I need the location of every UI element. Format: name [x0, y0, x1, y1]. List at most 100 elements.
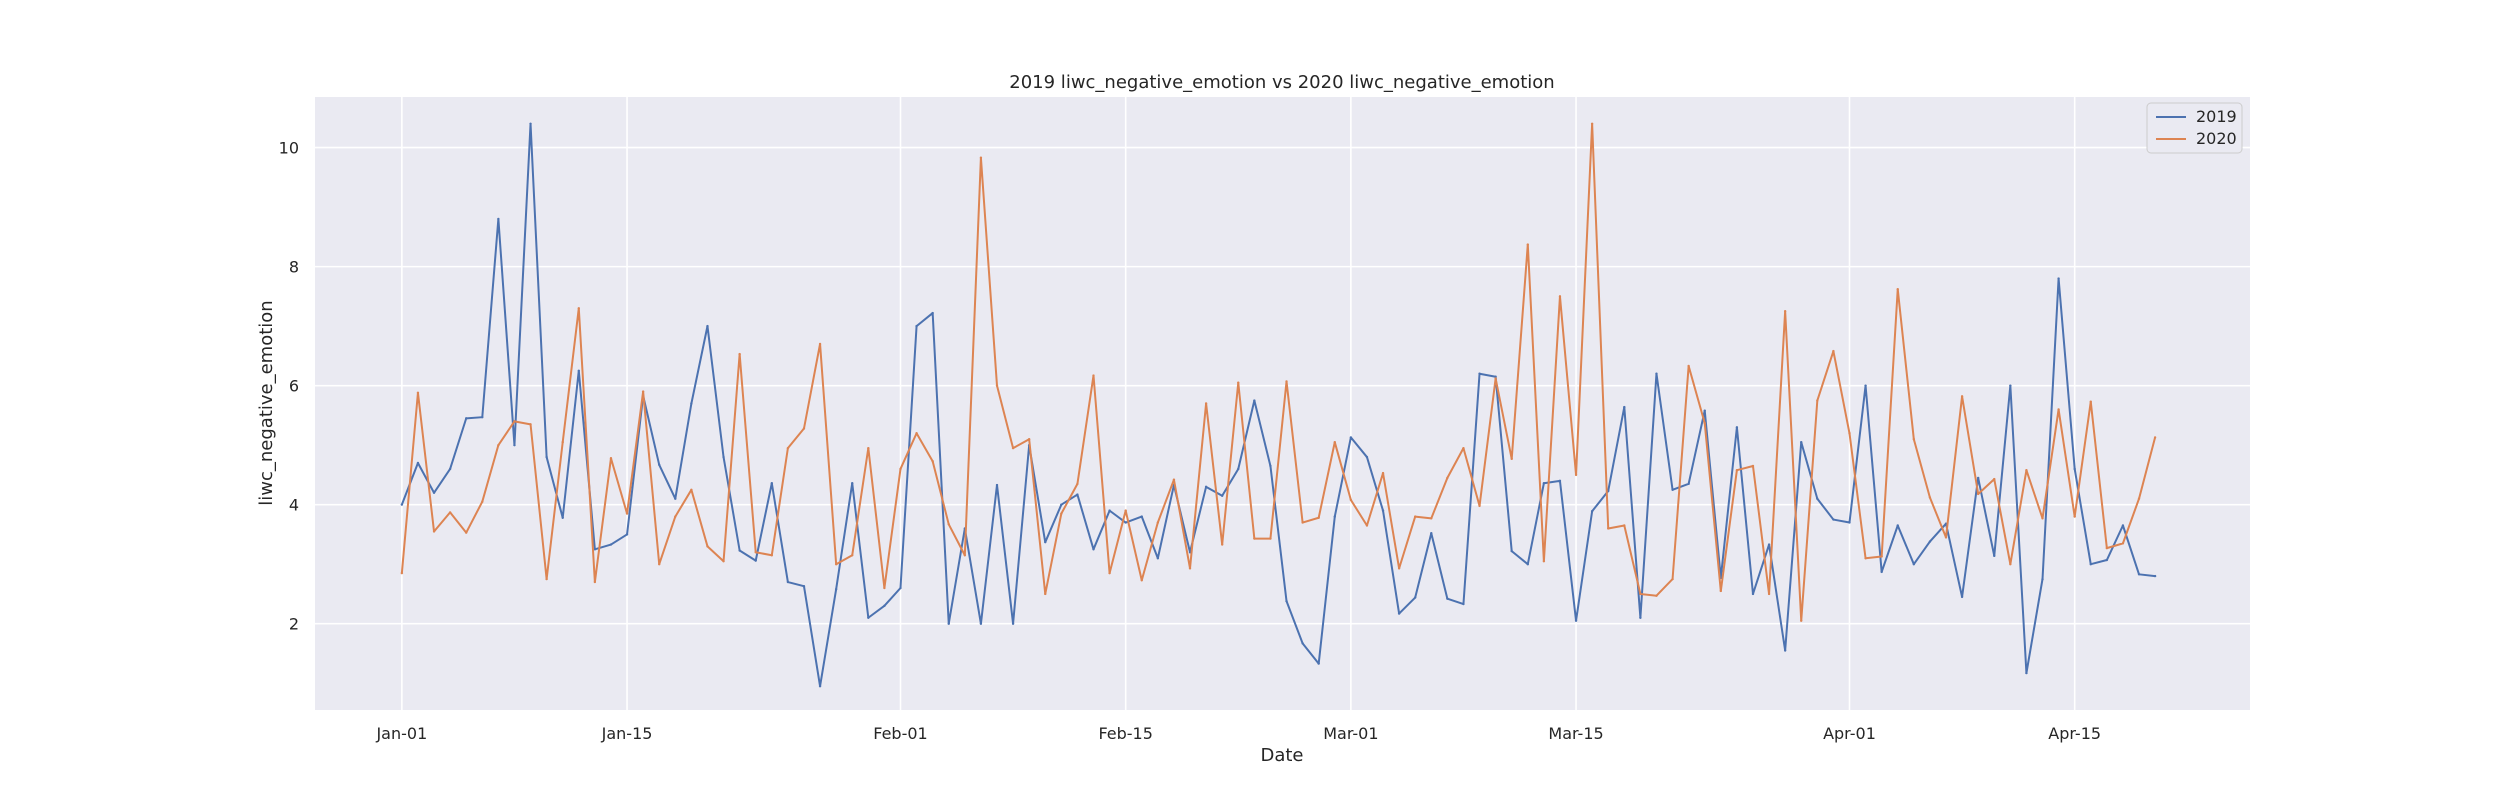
data-point [1574, 619, 1578, 622]
data-point [1671, 577, 1674, 581]
data-point [1140, 515, 1143, 518]
data-point [1623, 524, 1626, 527]
y-axis-title: liwc_negative_emotion [256, 300, 277, 505]
data-point [593, 580, 597, 584]
data-point [1703, 409, 1706, 412]
data-point [851, 554, 854, 557]
legend-label-2019: 2019 [2196, 107, 2237, 126]
data-point [2057, 277, 2060, 280]
data-point [1993, 477, 1996, 481]
series-2019 [400, 122, 2157, 688]
data-point [1655, 372, 1658, 375]
data-point [1317, 662, 1320, 665]
x-tick-label: Apr-01 [1823, 724, 1876, 743]
data-point [545, 455, 548, 459]
y-tick-label: 4 [289, 496, 299, 515]
data-point [1092, 548, 1095, 551]
data-point [1751, 464, 1755, 468]
data-point [1703, 421, 1706, 425]
x-tick-label: Mar-15 [1548, 724, 1603, 743]
data-point [432, 530, 436, 533]
data-point [2025, 671, 2028, 675]
data-point [931, 311, 934, 315]
data-point [1912, 562, 1916, 566]
data-point [1237, 467, 1240, 471]
x-tick-label: Feb-01 [873, 724, 927, 743]
data-point [1671, 488, 1674, 491]
data-point [1623, 405, 1626, 409]
data-point [481, 415, 484, 419]
data-point [1076, 482, 1079, 486]
data-point [1188, 567, 1192, 570]
data-point [448, 467, 452, 471]
data-point [867, 616, 870, 619]
data-point [1011, 446, 1015, 450]
data-point [770, 554, 774, 557]
data-point [658, 562, 661, 566]
data-point [1269, 537, 1272, 540]
data-point [1816, 399, 1819, 402]
data-point [995, 483, 999, 487]
data-point [1349, 436, 1353, 439]
data-point [1993, 554, 1996, 558]
chart-title: 2019 liwc_negative_emotion vs 2020 liwc_… [1009, 72, 1554, 93]
data-point [1510, 549, 1513, 553]
data-point [1655, 594, 1658, 597]
legend-box [2146, 102, 2243, 154]
data-point [2121, 542, 2125, 545]
data-point [2153, 436, 2157, 439]
data-point [561, 440, 564, 444]
data-point [1301, 642, 1304, 645]
x-tick-label: Mar-01 [1323, 724, 1378, 743]
data-point [1108, 509, 1111, 512]
data-point [1333, 515, 1336, 518]
data-point [1864, 384, 1867, 387]
data-point [2041, 577, 2044, 581]
data-point [722, 560, 725, 563]
data-point [481, 500, 484, 503]
data-point [1397, 612, 1401, 615]
data-point [947, 523, 950, 526]
data-point [1204, 485, 1208, 489]
data-point [883, 586, 886, 590]
data-point [786, 446, 790, 450]
y-tick-label: 6 [289, 377, 299, 396]
data-point [1397, 567, 1401, 570]
data-point [1011, 622, 1015, 625]
data-point [738, 549, 741, 552]
data-point [1446, 597, 1449, 600]
data-point [834, 587, 838, 591]
data-point [1735, 468, 1739, 472]
data-point [1880, 570, 1883, 574]
data-point [963, 554, 967, 557]
data-point [2137, 573, 2141, 576]
data-point [1783, 649, 1787, 652]
data-point [1349, 498, 1353, 502]
plot-area [315, 97, 2250, 710]
data-point [1462, 446, 1465, 450]
data-point [1172, 478, 1176, 481]
data-point [1076, 493, 1079, 496]
data-point [1027, 438, 1031, 441]
data-point [1542, 560, 1546, 563]
x-tick-label: Apr-15 [2048, 724, 2101, 743]
data-point [1816, 497, 1819, 500]
data-point [1976, 492, 1980, 496]
data-point [465, 531, 468, 534]
data-point [1607, 527, 1610, 530]
data-point [625, 533, 629, 536]
data-point [2137, 497, 2141, 500]
data-point [1558, 479, 1562, 483]
data-point [448, 511, 452, 514]
series-2020 [400, 122, 2157, 622]
data-point [2153, 574, 2157, 578]
data-point [1124, 509, 1127, 512]
data-point [2057, 408, 2060, 411]
data-point [1430, 532, 1433, 535]
data-point [1044, 592, 1047, 596]
data-point [1574, 473, 1578, 477]
x-tick-label: Jan-01 [375, 724, 427, 743]
data-point [1220, 543, 1224, 546]
data-point [1590, 122, 1594, 125]
data-point [2121, 524, 2125, 527]
